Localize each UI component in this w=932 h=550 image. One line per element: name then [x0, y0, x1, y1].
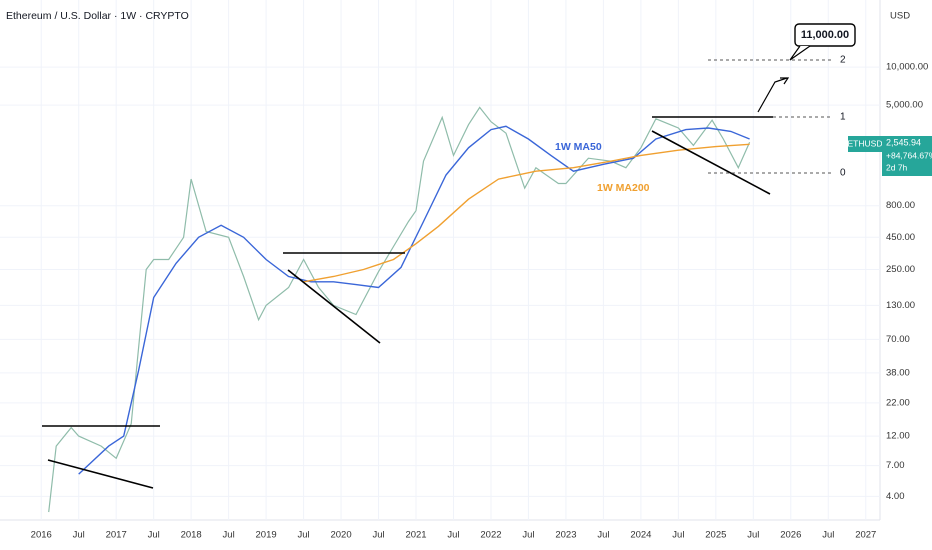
- trendline: [47, 459, 154, 489]
- y-tick-label: 10,000.00: [886, 62, 928, 73]
- callout-pointer: [789, 45, 811, 61]
- x-tick-label: Jul: [223, 530, 235, 541]
- x-tick-label: 2024: [630, 530, 651, 541]
- series-label: 1W MA50: [555, 141, 602, 153]
- price-tag-price: 2,545.94: [886, 137, 921, 147]
- symbol-tag: [848, 136, 882, 152]
- x-tick-label: 2018: [181, 530, 202, 541]
- price-tag-change: +84,764.67%: [886, 150, 932, 160]
- x-tick-label: Jul: [747, 530, 759, 541]
- plot: [48, 106, 751, 513]
- price-tag: [882, 136, 932, 176]
- series-line: [78, 125, 750, 475]
- fib-lines: [708, 59, 833, 174]
- x-tick-label: Jul: [372, 530, 384, 541]
- y-tick-label: 130.00: [886, 300, 915, 311]
- y-tick-label: 70.00: [886, 334, 910, 345]
- x-tick-label: 2016: [31, 530, 52, 541]
- x-tick-label: Jul: [597, 530, 609, 541]
- y-tick-label: 250.00: [886, 264, 915, 275]
- x-tick-label: Jul: [148, 530, 160, 541]
- series-line: [303, 143, 750, 283]
- x-tick-label: 2023: [555, 530, 576, 541]
- y-tick-label: 450.00: [886, 232, 915, 243]
- x-tick-label: Jul: [297, 530, 309, 541]
- x-tick-label: Jul: [522, 530, 534, 541]
- axes: 4.00 7.00 12.00 22.00 38.00 70.00 130.00 250.00…: [31, 62, 929, 541]
- y-tick-label: 4.00: [886, 491, 905, 502]
- price-tag-countdown: 2d 7h: [886, 162, 908, 172]
- y-tick-label: 22.00: [886, 397, 910, 408]
- arrow: [757, 77, 788, 113]
- x-tick-label: Jul: [822, 530, 834, 541]
- x-tick-label: 2017: [106, 530, 127, 541]
- callout-box: [794, 23, 856, 47]
- arrow-head: [780, 77, 790, 85]
- x-tick-label: 2022: [480, 530, 501, 541]
- x-tick-label: 2021: [405, 530, 426, 541]
- y-tick-label: 800.00: [886, 200, 915, 211]
- symbol-tag-label: ETHUSD: [848, 138, 883, 148]
- series-line: [48, 106, 751, 513]
- target-label: 11,000.00: [801, 29, 849, 41]
- x-tick-label: 2020: [330, 530, 351, 541]
- fib-label: 1: [840, 112, 846, 123]
- y-tick-label: 12.00: [886, 431, 910, 442]
- x-tick-label: 2027: [855, 530, 876, 541]
- currency-label: USD: [890, 11, 910, 22]
- x-tick-label: Jul: [73, 530, 85, 541]
- x-tick-label: 2019: [256, 530, 277, 541]
- y-tick-label: 7.00: [886, 460, 905, 471]
- y-tick-label: 38.00: [886, 367, 910, 378]
- chart-title: Ethereum / U.S. Dollar · 1W · CRYPTO: [6, 10, 189, 22]
- x-tick-label: Jul: [447, 530, 459, 541]
- x-tick-label: 2025: [705, 530, 726, 541]
- x-tick-label: 2026: [780, 530, 801, 541]
- y-tick-label: 5,000.00: [886, 100, 923, 111]
- trendline: [287, 269, 381, 344]
- series-label: 1W MA200: [597, 182, 650, 194]
- fib-label: 2: [840, 55, 846, 66]
- trendline: [651, 130, 771, 195]
- ma-labels: 1W MA50 1W MA200: [555, 141, 650, 194]
- x-tick-label: Jul: [672, 530, 684, 541]
- drawings: [42, 77, 790, 489]
- fib-label: 0: [840, 168, 846, 179]
